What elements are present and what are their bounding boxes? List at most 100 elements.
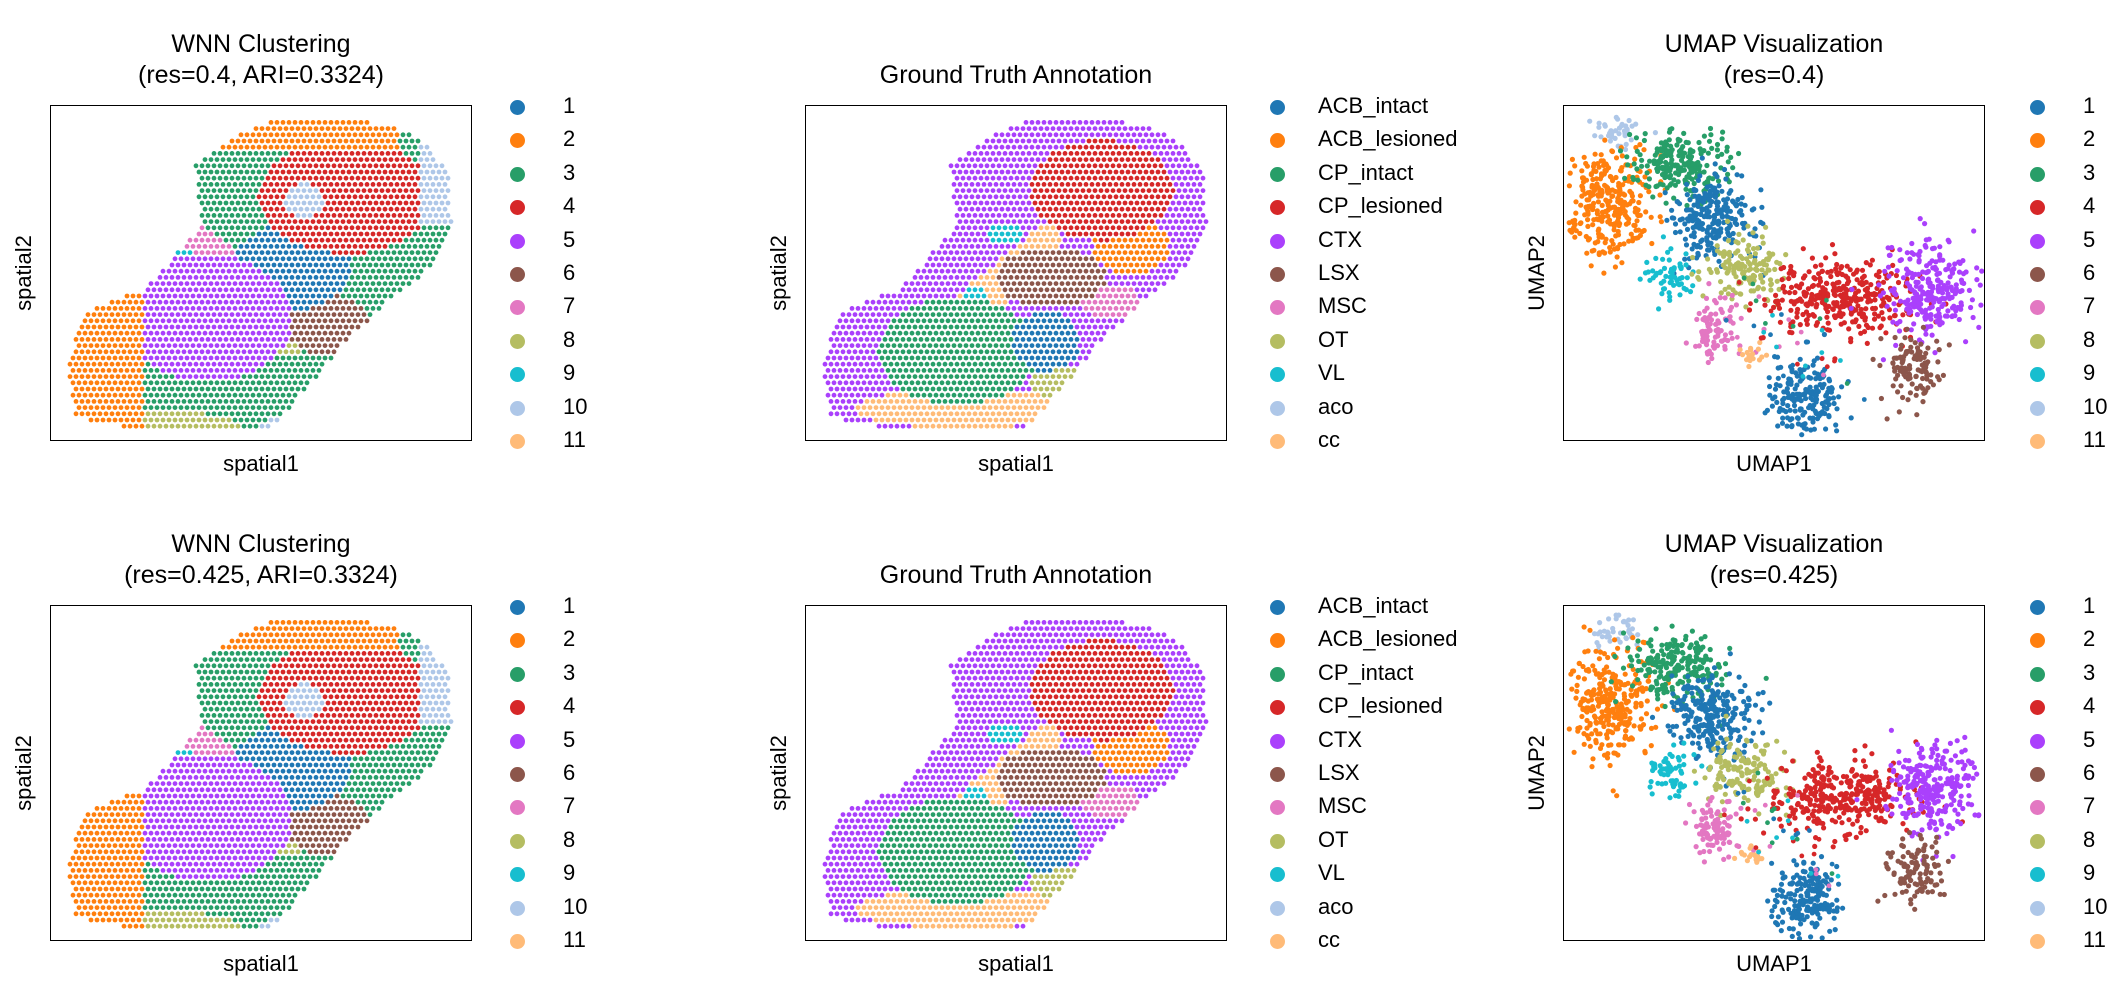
spot-point	[388, 144, 394, 150]
spot-point	[1062, 138, 1068, 144]
umap-point	[1682, 221, 1688, 227]
spot-point	[1116, 250, 1122, 256]
spot-point	[304, 120, 310, 125]
spot-point	[169, 262, 175, 268]
spot-point	[1104, 138, 1110, 144]
legend-marker	[1270, 400, 1285, 416]
spot-point	[951, 268, 957, 274]
spot-point	[415, 200, 421, 206]
umap-point	[1742, 202, 1748, 208]
spot-point	[193, 237, 199, 243]
spot-point	[433, 225, 439, 231]
spot-point	[921, 330, 927, 336]
spot-point	[918, 423, 924, 429]
spot-point	[406, 268, 412, 274]
spot-point	[987, 306, 993, 311]
spot-point	[235, 250, 241, 256]
spot-point	[1095, 206, 1101, 212]
spot-point	[349, 262, 355, 268]
spot-point	[1083, 144, 1089, 150]
spot-point	[1011, 380, 1017, 386]
spot-point	[849, 306, 855, 311]
spot-point	[888, 386, 894, 392]
legend-marker	[510, 200, 525, 216]
spot-point	[939, 244, 945, 249]
umap-point	[1696, 166, 1702, 172]
spot-point	[208, 206, 214, 212]
spot-point	[268, 281, 274, 286]
spot-point	[244, 392, 250, 398]
spot-point	[1197, 194, 1203, 200]
spot-point	[319, 213, 325, 218]
spot-point	[1074, 262, 1080, 268]
spot-point	[873, 330, 879, 336]
spot-point	[1068, 275, 1074, 280]
spot-point	[1062, 374, 1068, 379]
spot-point	[1014, 287, 1020, 293]
spot-point	[1011, 417, 1017, 423]
spot-point	[972, 188, 978, 193]
umap-point	[1677, 229, 1683, 235]
spot-point	[1113, 244, 1119, 249]
umap-point	[1701, 169, 1707, 175]
spot-point	[313, 237, 319, 243]
spot-point	[373, 287, 379, 293]
spot-point	[376, 293, 382, 299]
umap-point	[1637, 276, 1643, 282]
spot-point	[268, 231, 274, 237]
spot-point	[253, 324, 259, 330]
spot-point	[337, 324, 343, 330]
spot-point	[1149, 231, 1155, 237]
spot-point	[1071, 281, 1077, 286]
spot-point	[954, 399, 960, 404]
spot-point	[160, 306, 166, 311]
spot-point	[94, 318, 100, 324]
spot-point	[1077, 343, 1083, 348]
spot-point	[298, 343, 304, 348]
spot-point	[1113, 219, 1119, 224]
spot-point	[187, 337, 193, 342]
spot-point	[1026, 250, 1032, 256]
spot-point	[325, 337, 331, 342]
spot-point	[990, 213, 996, 218]
spot-point	[1146, 275, 1152, 280]
spot-point	[879, 355, 885, 361]
spot-point	[840, 349, 846, 355]
spot-point	[1053, 281, 1059, 286]
spot-point	[172, 318, 178, 324]
spot-point	[235, 188, 241, 193]
spot-point	[238, 231, 244, 237]
spot-point	[936, 250, 942, 256]
spot-point	[193, 250, 199, 256]
spot-point	[1005, 330, 1011, 336]
spot-point	[972, 275, 978, 280]
spot-point	[331, 275, 337, 280]
umap-point	[1622, 175, 1628, 181]
spot-point	[951, 293, 957, 299]
spot-point	[352, 268, 358, 274]
umap-point	[1631, 222, 1637, 228]
spot-point	[280, 380, 286, 386]
spot-point	[912, 349, 918, 355]
spot-point	[996, 411, 1002, 417]
spot-point	[106, 318, 112, 324]
spot-point	[1008, 138, 1014, 144]
spot-point	[256, 343, 262, 348]
spot-point	[945, 268, 951, 274]
spot-point	[1104, 299, 1110, 305]
spot-point	[1005, 405, 1011, 410]
spot-point	[97, 361, 103, 367]
spot-point	[1074, 175, 1080, 181]
spot-point	[1038, 299, 1044, 305]
spot-point	[1008, 337, 1014, 342]
legend-label: LSX	[1318, 260, 1360, 285]
spot-point	[253, 349, 259, 355]
spot-point	[990, 188, 996, 193]
spot-point	[978, 151, 984, 156]
spot-point	[82, 355, 88, 361]
umap-point	[1691, 180, 1697, 187]
spot-point	[921, 417, 927, 423]
spot-point	[196, 256, 202, 262]
umap-point	[1654, 166, 1660, 172]
spot-point	[1005, 219, 1011, 224]
